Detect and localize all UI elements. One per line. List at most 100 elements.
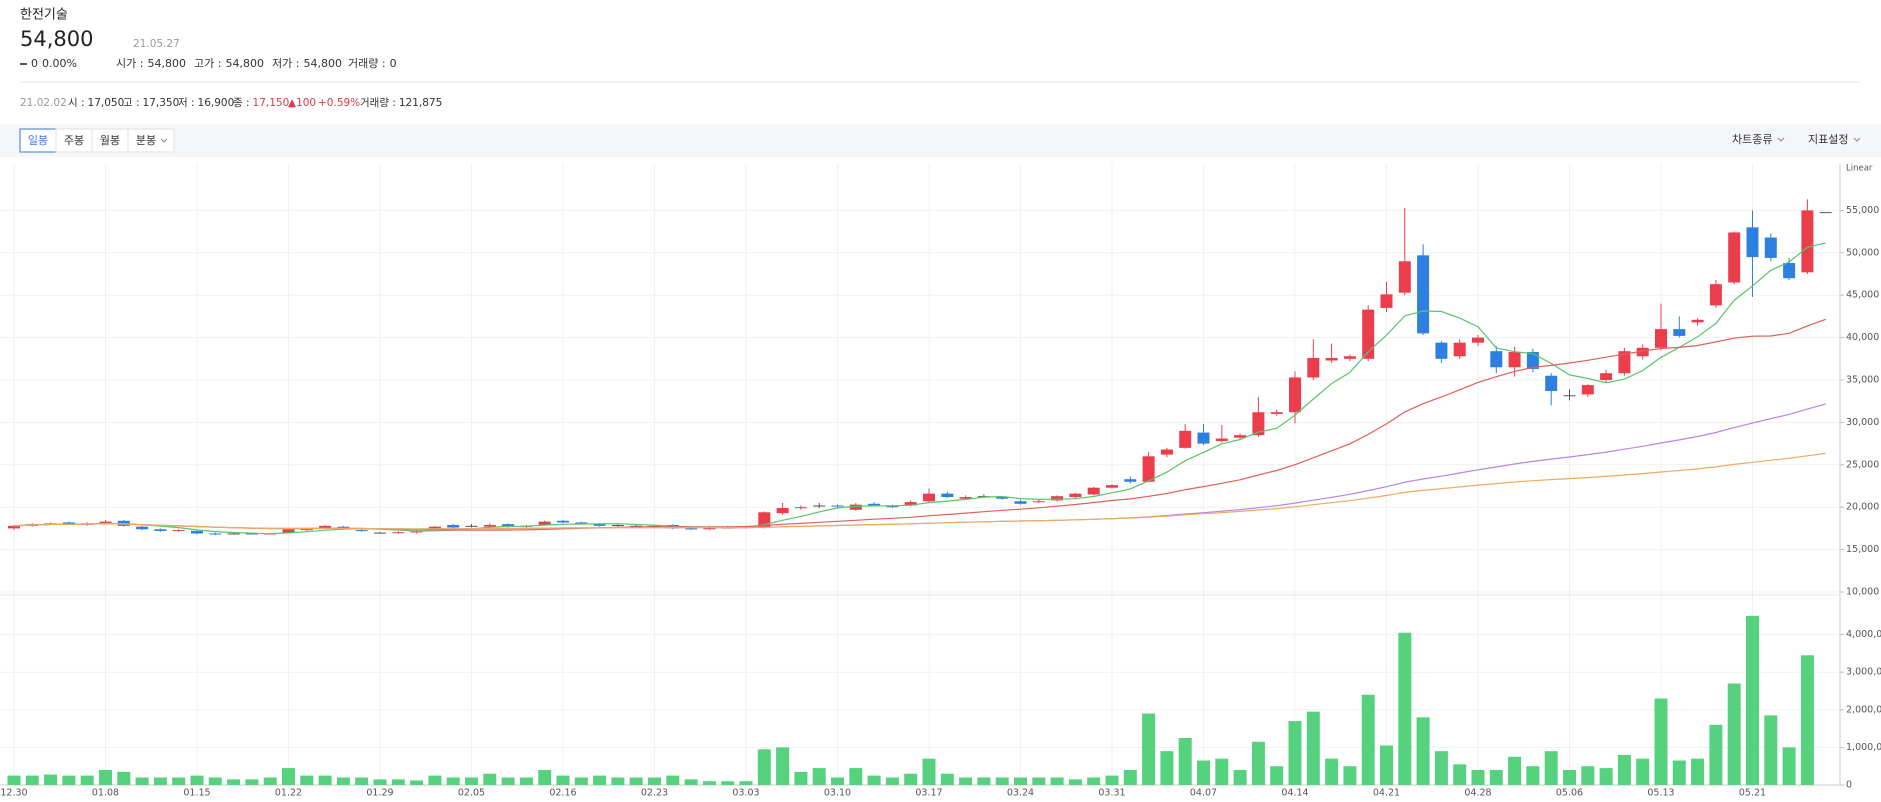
- quote: 거래량 : 0: [348, 57, 397, 70]
- x-tick-label: 02.23: [641, 788, 668, 799]
- volume-bar: [1178, 738, 1192, 785]
- volume-tick-label: 2,000,000: [1846, 704, 1881, 715]
- volume-bar: [977, 777, 991, 785]
- candle-body: [630, 525, 643, 527]
- x-tick-label: 12.30: [0, 788, 27, 799]
- volume-bar: [1617, 754, 1631, 785]
- info-change: ▲100: [288, 97, 316, 109]
- volume-bar: [1087, 777, 1101, 785]
- candle-body: [1380, 294, 1393, 308]
- x-tick-label: 04.28: [1464, 788, 1491, 799]
- volume-bar: [922, 758, 936, 785]
- volume-bar: [648, 777, 661, 785]
- volume-bar: [483, 773, 497, 785]
- chevron: [1853, 137, 1861, 142]
- volume-bar: [1581, 766, 1595, 785]
- candle-body: [227, 533, 240, 535]
- candle-body: [319, 525, 332, 529]
- volume-bar: [519, 777, 533, 785]
- candle-body: [1801, 210, 1814, 273]
- x-tick-label: 01.29: [366, 788, 393, 799]
- candle-body: [300, 528, 313, 531]
- quote-value: 54,800: [147, 57, 186, 70]
- info-value: 121,875: [399, 97, 442, 109]
- volume-bar: [1105, 775, 1119, 785]
- tab-label[interactable]: 일봉: [28, 133, 48, 147]
- volume-bar: [1471, 769, 1485, 785]
- volume-bar: [1782, 747, 1796, 785]
- moving-average-line: [13, 318, 1826, 531]
- volume-bar: [282, 768, 295, 785]
- menu-label[interactable]: 지표설정: [1808, 133, 1848, 146]
- volume-bar: [904, 773, 918, 785]
- x-tick-label: 02.05: [458, 788, 485, 799]
- scale-label: Linear: [1846, 164, 1873, 174]
- volume-bar: [1636, 758, 1650, 785]
- quote-value: 0: [390, 57, 397, 70]
- menu-label[interactable]: 차트종류: [1732, 133, 1772, 146]
- volume-bar: [757, 749, 771, 785]
- tab-label[interactable]: 주봉: [64, 134, 84, 147]
- candle-body: [172, 530, 185, 532]
- volume-bar: [1416, 717, 1430, 785]
- candle-body: [538, 521, 551, 526]
- volume-bar: [1599, 768, 1613, 785]
- toolbar: [0, 124, 1881, 157]
- candle-body: [1783, 262, 1796, 279]
- candle-body: [1691, 319, 1704, 323]
- candle-body: [941, 493, 954, 498]
- candle-body: [593, 524, 606, 526]
- tab-button[interactable]: [127, 128, 175, 153]
- info-change-rate: +0.59%: [318, 97, 360, 109]
- candle-body: [136, 526, 149, 530]
- volume-bar: [593, 775, 607, 785]
- volume-bar: [153, 777, 167, 785]
- info-label: 시 :: [68, 97, 85, 109]
- candle-body: [1014, 501, 1027, 504]
- tab-label[interactable]: 분봉: [136, 134, 156, 147]
- volume-bar: [336, 777, 350, 785]
- info-item: 고 :17,350: [123, 97, 179, 109]
- volume-bar: [1142, 713, 1156, 785]
- quote: 시가 : 54,800: [116, 57, 186, 70]
- candle-body: [1270, 412, 1283, 414]
- volume-bar: [410, 780, 424, 785]
- candle-body: [1709, 284, 1722, 306]
- y-tick-label: 15,000: [1846, 544, 1879, 555]
- candle-body: [1197, 432, 1210, 444]
- quote: 저가 : 54,800: [272, 57, 342, 70]
- stock-name: 한전기술: [20, 8, 68, 23]
- volume-bar: [959, 777, 973, 785]
- info-value: 16,900: [198, 97, 235, 109]
- volume-bar: [117, 771, 131, 785]
- tab-label[interactable]: 월봉: [100, 134, 120, 147]
- candle-body: [1252, 412, 1265, 436]
- volume-bar: [373, 779, 387, 785]
- x-tick-label: 03.03: [732, 788, 759, 799]
- volume-bar: [1434, 751, 1448, 785]
- candle-body: [374, 532, 386, 534]
- volume-bar: [300, 775, 314, 785]
- y-tick-label: 50,000: [1846, 247, 1879, 258]
- volume-bar: [1508, 756, 1522, 785]
- volume-bar: [684, 779, 698, 785]
- volume-bar: [721, 781, 735, 785]
- volume-bar: [1654, 698, 1668, 785]
- volume-bar: [739, 781, 753, 785]
- candle-body: [1179, 430, 1192, 448]
- candle-body: [245, 533, 258, 535]
- current-price: 54,800: [20, 27, 93, 51]
- candles: [7, 199, 1832, 785]
- candle-body: [831, 505, 844, 507]
- candle-body: [392, 532, 405, 534]
- quote-date: 21.05.27: [133, 38, 180, 50]
- volume-bar: [1123, 769, 1137, 785]
- volume-bar: [812, 768, 826, 785]
- candle-body: [1234, 435, 1247, 438]
- volume-bar: [885, 777, 899, 785]
- candle-body: [1307, 357, 1320, 378]
- candle-body: [557, 520, 569, 523]
- volume-bar: [1325, 758, 1339, 785]
- candle-body: [62, 522, 75, 525]
